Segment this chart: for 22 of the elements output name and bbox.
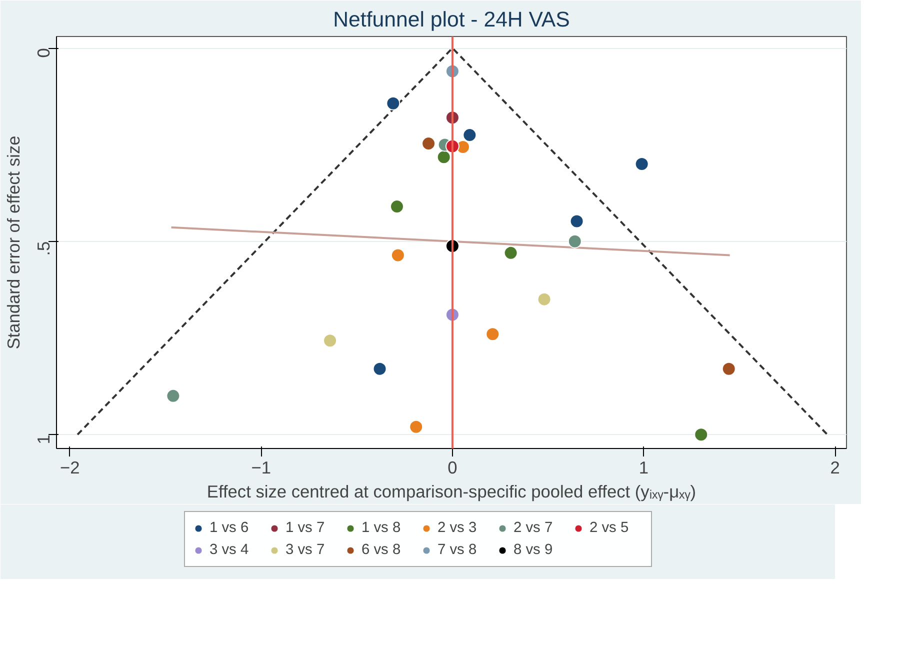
chart-title: Netfunnel plot - 24H VAS (333, 8, 570, 32)
legend-label: 8 vs 9 (514, 542, 554, 558)
y-tick-label: 0 (34, 48, 54, 58)
legend-label: 3 vs 7 (286, 542, 326, 558)
x-tick-label: −2 (60, 458, 80, 478)
y-tick-label: 1 (34, 434, 54, 444)
legend-label: 1 vs 7 (286, 520, 326, 536)
legend-label: 3 vs 4 (210, 542, 250, 558)
legend-label: 7 vs 8 (438, 542, 478, 558)
legend-label: 1 vs 6 (210, 520, 250, 536)
legend-label: 2 vs 3 (438, 520, 478, 536)
y-axis-title: Standard error of effect size (4, 136, 24, 350)
legend-label: 2 vs 5 (590, 520, 630, 536)
x-tick-label: 2 (830, 458, 840, 478)
legend-label: 2 vs 7 (514, 520, 554, 536)
x-tick-label: 1 (638, 458, 649, 478)
x-tick-label: −1 (251, 458, 272, 478)
x-axis-title: Effect size centred at comparison-specific pooled effect (yᵢₓᵧ-μₓᵧ) (206, 482, 696, 502)
x-tick-label: 0 (448, 458, 458, 478)
legend-label: 6 vs 8 (362, 542, 402, 558)
legend-label: 1 vs 8 (362, 520, 402, 536)
y-tick-label: .5 (34, 241, 54, 256)
